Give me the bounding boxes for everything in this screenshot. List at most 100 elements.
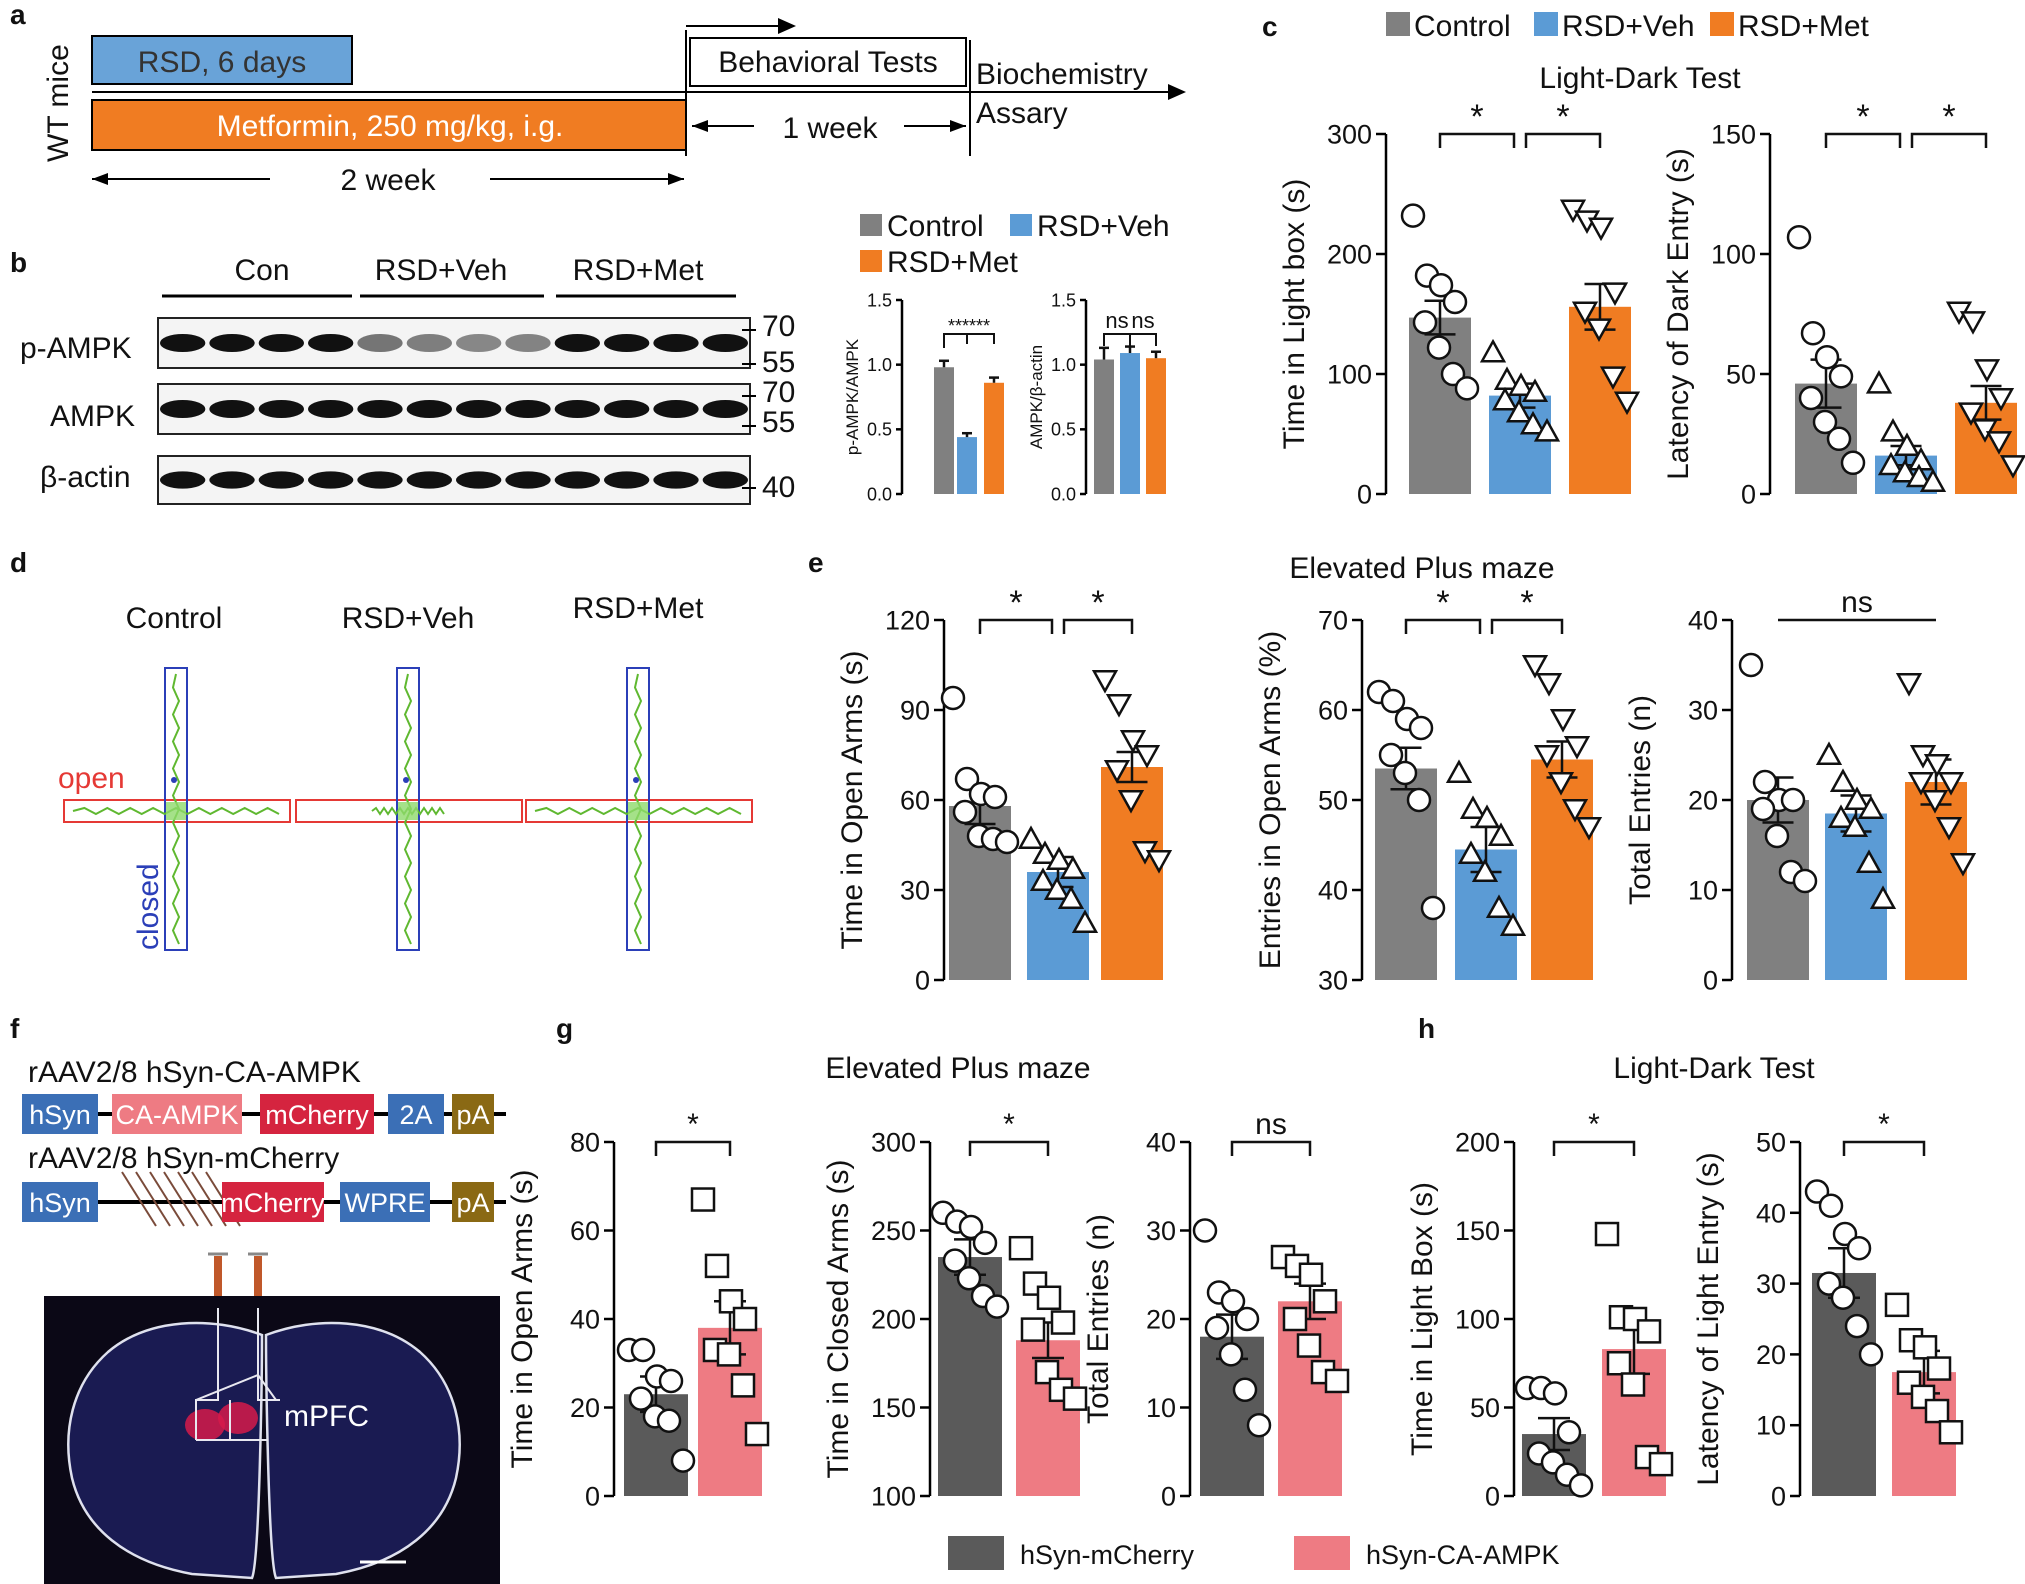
point-g2-0-5 — [956, 1266, 982, 1291]
needle-left — [214, 1256, 222, 1308]
point-c2-2-6 — [1985, 431, 2013, 455]
y-tick-label-h1-0: 0 — [1485, 1481, 1500, 1511]
maze-open-arm-control — [63, 799, 291, 823]
construct2-pa — [452, 1182, 494, 1222]
maze-center-control — [166, 802, 186, 820]
y-label-h2: Latency of Light Entry (s) — [1692, 1152, 1725, 1486]
blot-frame-beta-actin — [157, 455, 751, 505]
point-g1-0-1 — [630, 1337, 656, 1363]
point-c2-0-6 — [1826, 426, 1852, 452]
y-tick-label-g2-3: 250 — [871, 1216, 916, 1246]
blot-row-beta-actin: β-actin — [40, 461, 131, 494]
y-tick-label-b2-1: 0.5 — [1051, 420, 1076, 440]
maze-label-rsd-veh: RSD+Veh — [342, 602, 475, 635]
point-e1-1-4 — [1029, 867, 1057, 892]
point-c2-0-3 — [1828, 364, 1854, 389]
y-tick-label-g2-1: 150 — [871, 1393, 916, 1423]
bar-e2-2 — [1531, 759, 1593, 980]
mw-55-a: 55 — [762, 346, 795, 379]
hatch-line-4 — [163, 1171, 199, 1227]
y-tick-label-g1-3: 60 — [570, 1216, 600, 1246]
sig-label-b2-1: ns — [1131, 308, 1154, 333]
maze-open-arm-rsd-veh — [295, 799, 523, 823]
sig-label-c2-1: * — [1942, 98, 1955, 136]
blot-band-p-ampk-2 — [209, 334, 255, 352]
panel-letter-d: d — [10, 547, 27, 578]
point-c1-0-5 — [1426, 335, 1452, 360]
point-e3-1-6 — [1855, 849, 1883, 874]
point-h2-1-6 — [1924, 1398, 1950, 1424]
point-g1-0-6 — [656, 1408, 682, 1434]
point-e2-2-2 — [1549, 708, 1577, 733]
point-g3-0-4 — [1204, 1315, 1230, 1341]
sig-label-c2-0: * — [1856, 98, 1869, 136]
point-c1-0-6 — [1440, 361, 1466, 387]
blot-band-p-ampk-12 — [702, 334, 749, 352]
point-e1-0-3 — [982, 784, 1008, 810]
point-e3-0-0 — [1738, 652, 1764, 678]
construct1-ca-ampk-label: CA-AMPK — [115, 1100, 238, 1130]
maze-start-dot-control — [171, 777, 177, 783]
point-g2-0-2 — [958, 1214, 984, 1240]
bar-b2-1 — [1120, 353, 1140, 494]
title-epm-g: Elevated Plus maze — [825, 1052, 1090, 1085]
bar-e3-1 — [1825, 813, 1887, 980]
blot-band-beta-actin-7 — [455, 471, 502, 489]
sig-bracket-e2-0 — [1404, 618, 1482, 634]
y-tick-label-e3-0: 0 — [1703, 965, 1718, 995]
point-e2-0-1 — [1380, 688, 1406, 714]
blot-band-ampk-4 — [307, 400, 354, 418]
y-tick-label-e2-4: 70 — [1318, 605, 1348, 635]
point-g2-1-0 — [1008, 1235, 1034, 1261]
point-c2-1-1 — [1879, 418, 1907, 442]
legend-b-control: Control — [887, 210, 984, 243]
panel-letter-a: a — [10, 0, 26, 30]
sig-label-b1: ****** — [948, 316, 990, 336]
blot-band-beta-actin-5 — [357, 471, 403, 489]
one-week-label: 1 week — [782, 112, 878, 145]
point-e1-0-4 — [952, 799, 978, 825]
point-e3-2-0 — [1895, 672, 1923, 697]
point-e1-2-5 — [1117, 789, 1145, 814]
behavioral-tests-label: Behavioral Tests — [718, 46, 938, 79]
y-tick-label-h2-1: 10 — [1756, 1411, 1786, 1441]
y-tick-label-h2-5: 50 — [1756, 1127, 1786, 1157]
maze-closed-arm-rsd-met — [626, 667, 650, 951]
y-tick-label-g1-2: 40 — [570, 1304, 600, 1334]
legend-c: Control RSD+Veh RSD+Met — [1386, 10, 1870, 43]
point-e1-1-6 — [1057, 885, 1085, 910]
point-c1-1-7 — [1533, 418, 1561, 442]
maze-label-rsd-met: RSD+Met — [573, 592, 705, 625]
point-c2-0-0 — [1786, 224, 1812, 250]
point-e2-1-7 — [1499, 912, 1527, 937]
point-g3-0-0 — [1192, 1218, 1218, 1243]
point-e3-1-1 — [1829, 768, 1857, 793]
point-c2-2-5 — [1971, 419, 1999, 443]
sig-bracket-h2 — [1842, 1140, 1926, 1156]
point-c1-2-2 — [1587, 217, 1615, 242]
point-h1-1-5 — [1620, 1372, 1646, 1397]
point-e3-0-5 — [1764, 823, 1790, 849]
y-tick-label-h1-1: 50 — [1470, 1393, 1500, 1423]
blot-band-ampk-10 — [603, 400, 650, 418]
point-c2-0-4 — [1798, 385, 1824, 411]
construct2-pa-label: pA — [456, 1188, 489, 1218]
construct-title-mcherry: rAAV2/8 hSyn-mCherry — [28, 1142, 339, 1175]
blot-band-p-ampk-7 — [455, 334, 502, 352]
blot-band-p-ampk-9 — [554, 334, 601, 352]
blot-band-beta-actin-10 — [603, 471, 650, 489]
hatch-line-5 — [177, 1171, 213, 1227]
blot-group-rsd-veh: RSD+Veh — [375, 254, 508, 287]
y-tick-label-e1-1: 30 — [900, 875, 930, 905]
point-e1-0-0 — [940, 685, 966, 711]
blot-band-beta-actin-4 — [307, 471, 354, 489]
blot-frame-ampk — [157, 383, 751, 435]
y-tick-label-c2-1: 50 — [1726, 359, 1756, 389]
legend-c-swatch-rsd-veh — [1534, 12, 1558, 36]
point-e3-2-6 — [1935, 816, 1963, 841]
chart-e1: 0 30 60 90 120 Time in Open Arms (s) * * — [836, 584, 1173, 995]
western-blot-panel: Con RSD+Veh RSD+Met p-AMPK AMPK β-actin … — [20, 254, 795, 505]
blot-band-p-ampk-1 — [159, 334, 206, 352]
chart-h2: 0 10 20 30 40 50 Latency of Light Entry (s) * — [1692, 1108, 1964, 1511]
